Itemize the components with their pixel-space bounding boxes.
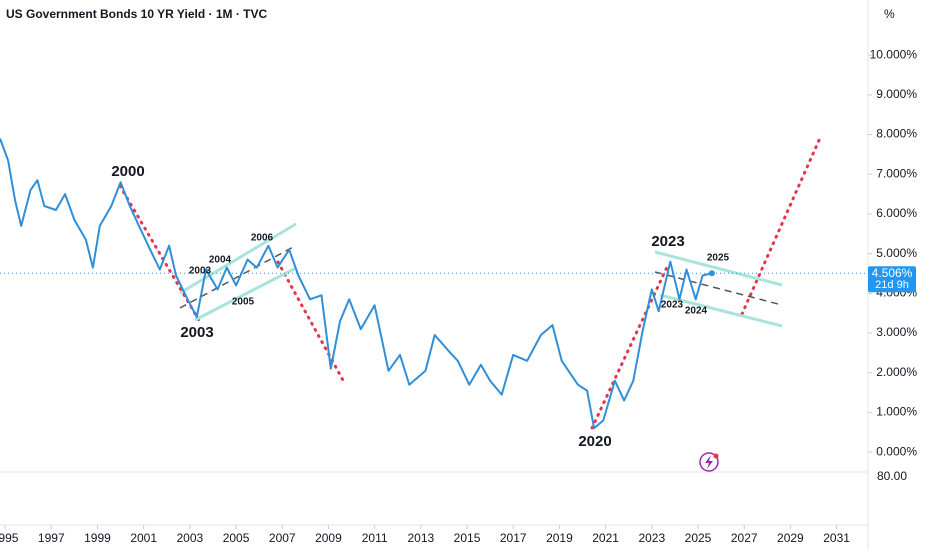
x-tick-label: 2013 xyxy=(407,531,434,545)
annotation: 2003 xyxy=(180,324,213,341)
x-tick-label: 2003 xyxy=(177,531,204,545)
channel-line xyxy=(659,293,783,328)
mid-line xyxy=(179,245,296,309)
event-icon-bolt xyxy=(705,455,713,469)
annotation: 2025 xyxy=(707,253,730,264)
annotation: 2004 xyxy=(209,255,232,266)
x-tick-label: 2029 xyxy=(777,531,804,545)
y-tick-label: 10.000% xyxy=(870,47,918,61)
annotation: 2023 xyxy=(661,300,684,311)
x-tick-label: 2005 xyxy=(223,531,250,545)
channel-line xyxy=(194,266,297,322)
y-tick-label: 1.000% xyxy=(876,405,917,419)
mid-line xyxy=(654,271,783,306)
x-tick-label: 2015 xyxy=(454,531,481,545)
annotation: 2023 xyxy=(651,233,684,250)
drawings xyxy=(118,136,822,430)
lower-pane-tick: 80.00 xyxy=(877,469,907,483)
trend-line xyxy=(276,260,346,384)
x-tick-label: 2019 xyxy=(546,531,573,545)
y-tick-label: 3.000% xyxy=(876,325,917,339)
x-tick-label: 2017 xyxy=(500,531,527,545)
x-tick-label: 2011 xyxy=(362,531,388,545)
price-tag-label: 4.506% xyxy=(872,266,913,280)
event-icon[interactable] xyxy=(699,452,719,472)
y-tick-label: 5.000% xyxy=(876,246,917,260)
x-tick-label: 2023 xyxy=(638,531,665,545)
trend-line xyxy=(118,184,202,324)
channel-line xyxy=(654,250,783,287)
annotation: 2006 xyxy=(251,233,274,244)
annotation: 2020 xyxy=(578,433,611,450)
annotation: 2003 xyxy=(189,266,212,277)
x-tick-label: 1995 xyxy=(0,531,19,545)
unit-label: % xyxy=(884,7,895,21)
x-tick-label: 1999 xyxy=(84,531,111,545)
annotation: 2024 xyxy=(685,306,708,317)
y-tick-label: 8.000% xyxy=(876,127,917,141)
x-tick-label: 2027 xyxy=(731,531,758,545)
y-tick-label: 0.000% xyxy=(876,444,917,458)
x-tick-label: 2021 xyxy=(592,531,619,545)
x-tick-label: 2001 xyxy=(130,531,157,545)
last-point xyxy=(708,270,715,277)
trend-line xyxy=(590,263,670,430)
x-tick-label: 2031 xyxy=(823,531,850,545)
event-dot xyxy=(713,453,719,459)
x-tick-label: 2007 xyxy=(269,531,296,545)
x-tick-label: 2009 xyxy=(315,531,342,545)
y-tick-label: 7.000% xyxy=(876,166,917,180)
chart-title: US Government Bonds 10 YR Yield · 1M · T… xyxy=(6,7,267,21)
annotation: 2000 xyxy=(111,163,144,180)
price-line xyxy=(0,138,713,430)
x-tick-label: 2025 xyxy=(685,531,712,545)
price-tag xyxy=(868,266,916,293)
x-tick-label: 1997 xyxy=(38,531,65,545)
channel-line xyxy=(179,222,297,295)
y-tick-label: 9.000% xyxy=(876,87,917,101)
trend-line xyxy=(740,136,822,316)
annotation: 2005 xyxy=(232,297,255,308)
y-tick-label: 2.000% xyxy=(876,365,917,379)
y-tick-label: 6.000% xyxy=(876,206,917,220)
countdown-label: 21d 9h xyxy=(875,279,909,291)
